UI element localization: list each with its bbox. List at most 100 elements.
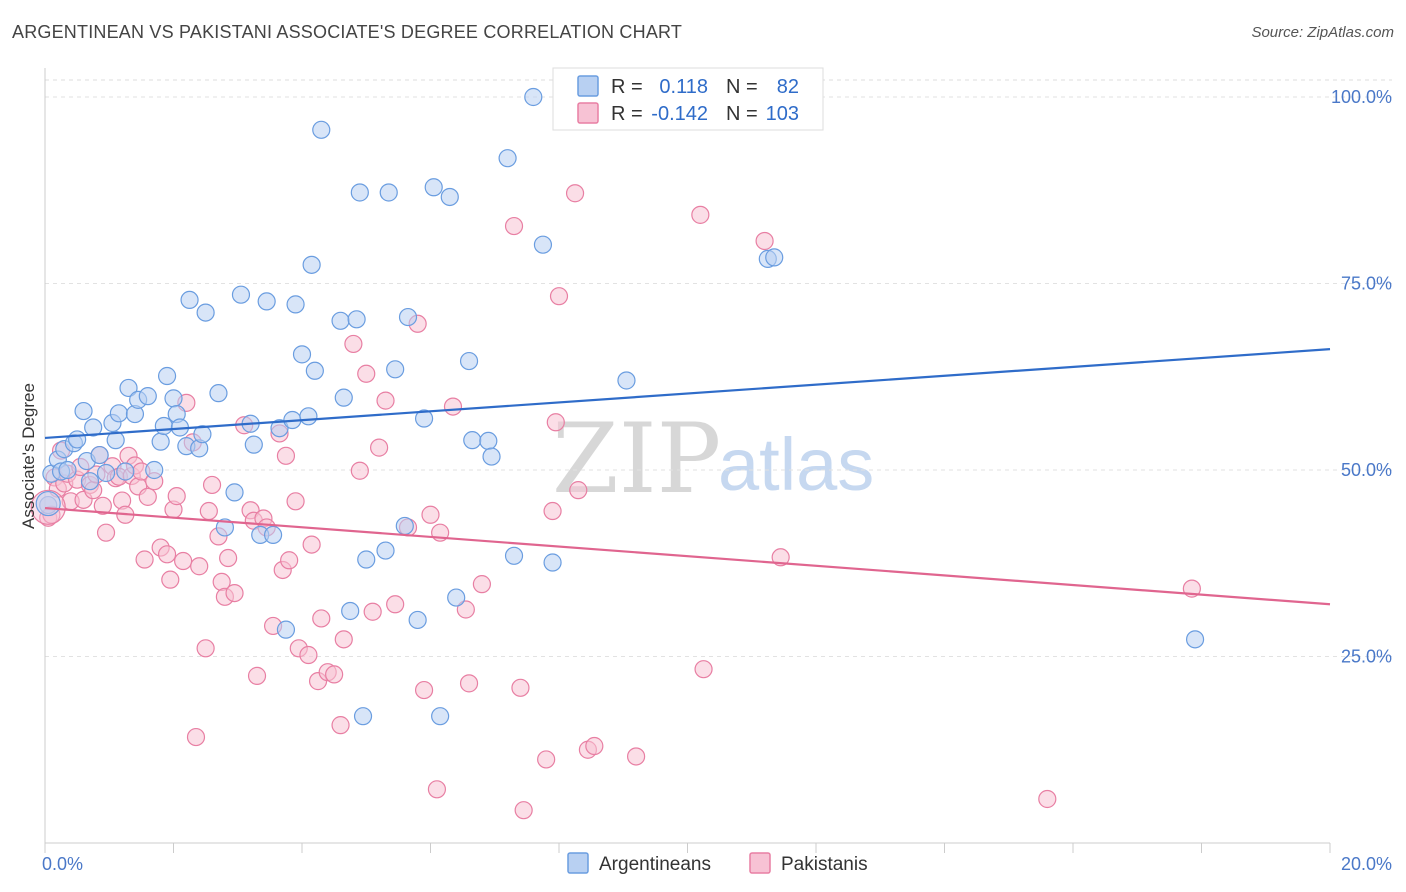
argentinean-point [35,490,61,517]
argentinean-point [617,371,636,390]
argentinean-point [145,460,164,480]
source-credit: Source: ZipAtlas.com [1251,24,1394,41]
argentinean-point [106,431,125,450]
argentinean-point [302,255,321,274]
argentinean-point [225,483,244,502]
argentinean-point [138,387,157,406]
pakistani-point [427,780,447,799]
pakistani-point [334,630,353,649]
pakistani-point [456,600,475,619]
bottom-legend-swatch-pakistanis [749,852,771,874]
pakistani-point [363,602,382,621]
pakistani-point [459,674,479,693]
pakistani-point [1038,789,1057,809]
argentinean-point [90,445,109,465]
pakistani-point [190,557,209,576]
argentinean-point [74,401,93,421]
argentinean-point [482,447,501,466]
pakistani-point [167,487,186,506]
argentinean-point [80,472,100,491]
x-tick-label: 20.0% [1341,854,1392,874]
argentinean-point [164,389,183,408]
pakistani-point [219,548,238,568]
argentinean-point [376,541,395,560]
pakistani-point [299,645,318,665]
argentinean-point [263,525,283,545]
pakistani-point [443,397,463,416]
argentinean-point [533,235,553,254]
argentinean-point [353,707,373,726]
bottom-legend-argentineans: Argentineans [599,854,711,875]
pakistani-point [161,570,180,589]
pakistani-point [514,801,533,820]
pakistani-point [312,609,331,628]
legend-swatch-pakistanis [577,102,599,124]
tick-labels: 25.0% 50.0% 75.0% 100.0% 0.0% 20.0% [42,87,1392,874]
argentinean-point [543,553,562,572]
legend-r-value: -0.142 [651,103,708,125]
legend-r-label: R = [611,103,643,125]
argentinean-point [357,550,376,569]
argentinean-point [286,295,305,314]
argentinean-point [398,307,418,327]
pakistani-point [472,575,491,594]
argentinean-point [154,416,173,436]
correlation-legend: R = 0.118 N = 82 R = -0.142 N = 103 [552,67,824,131]
argentinean-point [408,610,427,630]
argentinean-point [386,360,405,379]
argentinean-point [96,463,116,483]
pakistani-point [569,481,588,500]
legend-n-value: 82 [777,76,799,98]
legend-n-label: N = [726,103,758,125]
legend-swatch-argentineans [577,75,599,97]
y-tick-label: 75.0% [1341,274,1392,294]
pakistani-point [174,551,193,571]
pakistani-point [585,736,604,756]
pakistani-point [543,501,562,521]
pakistani-point [546,413,565,432]
argentinean-point [292,345,312,364]
pakistani-point [325,665,344,684]
argentinean-point [424,178,443,197]
argentinean-point [180,290,199,310]
argentinean-point [479,431,498,451]
pakistani-point [386,595,405,614]
argentinean-point [347,310,366,329]
argentinean-point [84,418,103,437]
argentinean-point [379,183,398,202]
pakistani-point [691,205,710,224]
bottom-legend-swatch-argentineans [567,852,589,874]
argentinean-point [119,378,138,398]
pakistani-point [202,475,222,495]
argentinean-point [765,248,784,267]
pakistani-point [376,391,395,410]
pakistani-point [247,666,267,685]
argentinean-point [414,409,434,428]
pakistani-point [93,496,112,515]
watermark-atlas: atlas [718,423,874,506]
axes [44,68,1331,853]
pakistani-point [138,487,157,506]
argentinean-point [68,430,87,449]
argentinean-point [524,87,543,107]
argentinean-point [257,292,276,311]
legend-n-value: 103 [766,103,799,125]
pakistani-point [357,364,376,383]
pakistani-point [302,535,321,554]
pakistani-point [135,550,154,569]
pakistani-point [565,184,585,203]
series-legend: Argentineans Pakistanis [567,852,868,875]
argentinean-point [299,407,318,426]
pakistani-point [280,551,299,570]
argentinean-point [312,120,331,139]
legend-n-label: N = [726,76,758,98]
argentinean-point [1185,630,1205,649]
pakistani-point [421,505,440,524]
pakistani-point [186,727,206,747]
gridlines [45,79,1392,657]
pakistanis-trend-line [44,506,1331,606]
argentinean-point [270,419,289,438]
pakistani-point [286,492,305,511]
pakistani-point [344,334,363,354]
